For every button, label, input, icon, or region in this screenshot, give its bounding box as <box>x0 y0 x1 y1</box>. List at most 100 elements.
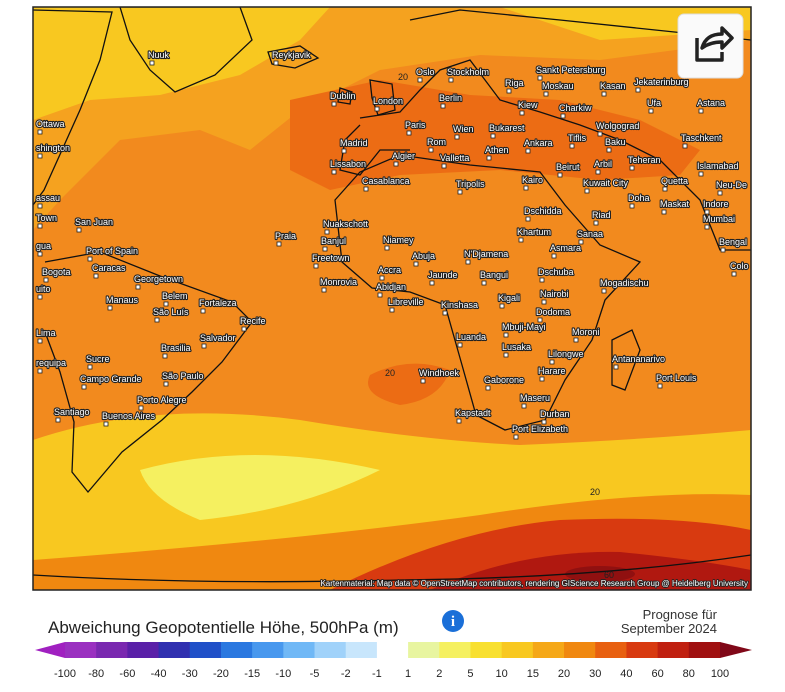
city-marker <box>629 203 635 209</box>
share-icon[interactable] <box>695 26 734 62</box>
city-marker <box>606 147 612 153</box>
city-marker <box>37 223 43 229</box>
city-label: N'Djamena <box>464 249 508 259</box>
city-marker <box>313 263 319 269</box>
city-marker <box>584 188 590 194</box>
city-marker <box>456 418 462 424</box>
city-label: Abidjan <box>376 282 406 292</box>
city-marker <box>648 108 654 114</box>
coastline <box>337 79 396 116</box>
info-glyph[interactable]: i <box>451 614 455 630</box>
colorbar-box <box>376 642 409 658</box>
city-label: Accra <box>378 265 401 275</box>
city-label: Nuakschott <box>323 219 369 229</box>
city-label: Kigali <box>498 293 520 303</box>
city-marker <box>549 359 555 365</box>
city-label: Harare <box>538 366 566 376</box>
colorbar-box <box>127 642 160 658</box>
colorbar-tick-label: -10 <box>275 668 291 680</box>
colorbar-box <box>158 642 191 658</box>
city-label: Tiflis <box>568 133 587 143</box>
city-label: Abuja <box>412 251 435 261</box>
city-label: Riga <box>505 78 524 88</box>
attribution: Kartenmaterial: Map data © OpenStreetMap… <box>320 579 748 588</box>
city-label: Durban <box>540 409 570 419</box>
city-label: Ottawa <box>36 119 65 129</box>
map <box>33 7 751 590</box>
info-button[interactable]: i <box>442 610 464 632</box>
city-marker <box>331 101 337 107</box>
city-marker <box>539 277 545 283</box>
city-marker <box>525 148 531 154</box>
city-marker <box>518 237 524 243</box>
city-marker <box>406 130 412 136</box>
city-label: Colo <box>730 261 749 271</box>
colorbar-box <box>96 642 128 658</box>
info-icon[interactable] <box>442 610 464 632</box>
city-label: Port Elizabeth <box>512 424 568 434</box>
coastline <box>119 7 253 93</box>
colorbar-tick-label: 30 <box>589 668 601 680</box>
city-label: São Paulo <box>162 371 204 381</box>
colorbar-tick-label: -1 <box>372 668 382 680</box>
city-label: Sankt Petersburg <box>536 65 606 75</box>
city-marker <box>87 364 93 370</box>
city-label: Fortaleza <box>199 298 237 308</box>
colorbar-box <box>501 642 534 658</box>
city-label: Antananarivo <box>612 354 665 364</box>
contour-label: 60 <box>604 570 614 580</box>
city-label: Libreville <box>388 297 424 307</box>
city-label: gua <box>36 241 51 251</box>
share-button[interactable] <box>677 13 744 79</box>
colorbar-arrow <box>35 642 65 658</box>
city-label: Manaus <box>106 295 139 305</box>
city-marker <box>138 405 144 411</box>
city-label: Reykjavik <box>272 50 311 60</box>
city-marker <box>440 103 446 109</box>
city-label: Luanda <box>456 332 486 342</box>
city-label: Sucre <box>86 354 110 364</box>
city-marker <box>635 87 641 93</box>
colorbar-tick-label: 1 <box>405 668 411 680</box>
city-marker <box>37 251 43 257</box>
city-marker <box>485 385 491 391</box>
coastline <box>33 554 751 583</box>
city-marker <box>551 253 557 259</box>
colorbar-tick-label: 15 <box>527 668 539 680</box>
city-label: Kairo <box>522 175 543 185</box>
map-frame <box>32 6 752 591</box>
share-button-bg[interactable] <box>677 13 744 79</box>
city-marker <box>43 277 49 283</box>
city-marker <box>557 172 563 178</box>
colorbar-tick-label: -5 <box>310 668 320 680</box>
city-marker <box>87 256 93 262</box>
city-label: Jekaterinburg <box>634 77 689 87</box>
city-label: Kiew <box>518 100 538 110</box>
city-marker <box>613 364 619 370</box>
city-label: Wolgograd <box>596 121 639 131</box>
city-marker <box>107 305 113 311</box>
city-marker <box>601 288 607 294</box>
city-label: Paris <box>405 120 426 130</box>
city-marker <box>503 352 509 358</box>
city-marker <box>503 332 509 338</box>
city-label: Freetown <box>312 253 350 263</box>
city-marker <box>201 343 207 349</box>
city-marker <box>322 246 328 252</box>
coastline <box>611 329 641 391</box>
city-labels: Nuuk Reykjavik Oslo Stockholm Sankt Petersbu… <box>35 49 750 580</box>
city-marker <box>465 259 471 265</box>
city-label: Maskat <box>660 199 690 209</box>
city-marker <box>629 165 635 171</box>
forecast-label: Prognose für <box>643 607 718 622</box>
colorbar-tick-label: -40 <box>151 668 167 680</box>
city-marker <box>379 275 385 281</box>
city-marker <box>374 106 380 112</box>
city-label: shington <box>36 143 70 153</box>
city-marker <box>698 108 704 114</box>
city-marker <box>331 169 337 175</box>
city-marker <box>454 134 460 140</box>
city-label: Athen <box>485 145 509 155</box>
legend-title: Abweichung Geopotentielle Höhe, 500hPa (… <box>48 618 399 637</box>
city-label: Kuwait City <box>583 178 629 188</box>
